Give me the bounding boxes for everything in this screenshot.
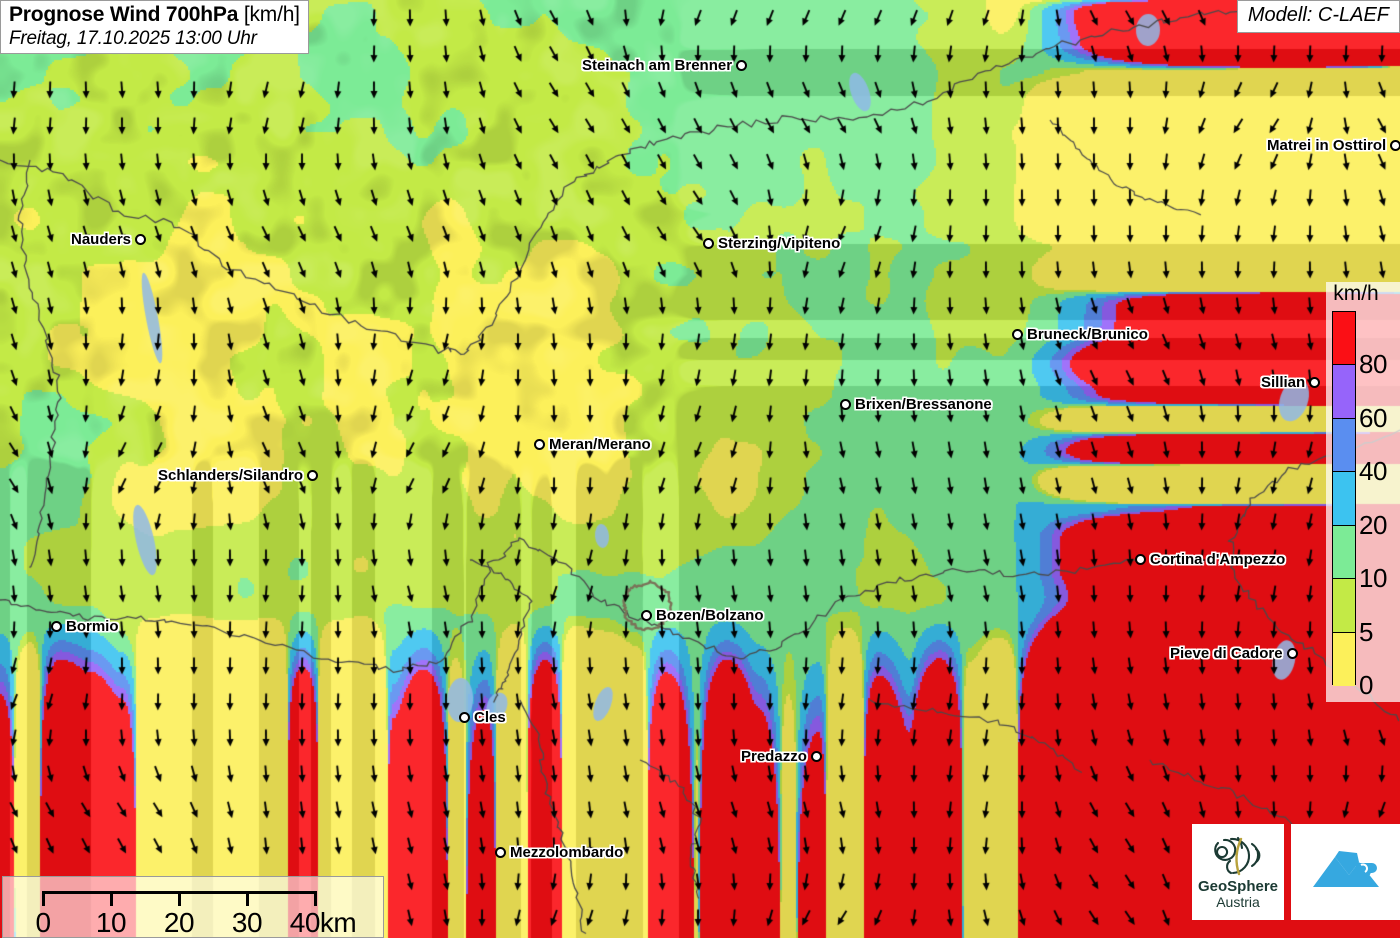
scale-label: 30 <box>231 907 263 938</box>
geosphere-country: Austria <box>1216 893 1260 910</box>
city-marker: Cles <box>459 710 506 725</box>
mountain-cloud-icon <box>1312 851 1379 887</box>
geosphere-austria-logo: GeoSphere Austria <box>1192 824 1284 920</box>
legend-band-40 <box>1333 418 1355 473</box>
city-dot-icon <box>736 60 748 71</box>
city-marker: Brixen/Bressanone <box>840 397 992 412</box>
city-marker: Schlanders/Silandro <box>158 467 319 484</box>
scale-bar: 0 10 20 30 40km <box>2 876 384 938</box>
city-dot-icon <box>307 470 319 481</box>
city-label: Brixen/Bressanone <box>855 396 992 413</box>
city-marker: Bormio <box>51 619 119 634</box>
city-label: Mezzolombardo <box>510 844 624 861</box>
city-label: Pieve di Cadore <box>1170 645 1283 662</box>
title-main-text: Prognose Wind 700hPa <box>9 3 239 26</box>
city-marker: Nauders <box>71 231 147 248</box>
city-marker: Matrei in Osttirol <box>1267 138 1400 153</box>
legend-tick-10: 10 <box>1359 563 1387 594</box>
city-dot-icon <box>51 621 62 632</box>
title-unit-text: [km/h] <box>243 3 300 26</box>
city-marker: Mezzolombardo <box>495 845 623 860</box>
scale-tick <box>110 891 113 906</box>
city-dot-icon <box>641 610 652 621</box>
color-legend: km/h 80 60 40 20 10 5 0 <box>1326 282 1400 702</box>
legend-band-60 <box>1333 365 1355 419</box>
scale-tick <box>42 891 45 906</box>
city-label: Bozen/Bolzano <box>656 607 764 624</box>
legend-tick-0: 0 <box>1359 670 1373 700</box>
city-label: Nauders <box>71 231 132 248</box>
city-marker: Cortina d'Ampezzo <box>1135 552 1285 567</box>
scale-tick <box>246 891 249 906</box>
legend-tick-20: 20 <box>1359 509 1387 540</box>
city-dot-icon <box>1012 329 1023 340</box>
city-marker: Sillian <box>1261 374 1321 391</box>
city-dot-icon <box>1135 554 1146 565</box>
city-label: Sillian <box>1261 374 1306 391</box>
city-marker: Bruneck/Brunico <box>1012 327 1148 342</box>
scale-label: 10 <box>95 907 127 938</box>
legend-band-80 <box>1333 312 1355 366</box>
city-label: Matrei in Osttirol <box>1267 137 1387 154</box>
model-label-box: Modell: C-LAEF <box>1236 0 1400 33</box>
city-dot-icon <box>534 439 545 450</box>
legend-band-20 <box>1333 472 1355 526</box>
legend-tick-5: 5 <box>1359 616 1373 647</box>
legend-tick-40: 40 <box>1359 456 1387 487</box>
scale-label: 40km <box>289 907 357 938</box>
legend-band-0 <box>1333 632 1355 686</box>
city-label: Steinach am Brenner <box>582 57 733 74</box>
scale-tick <box>178 891 181 906</box>
city-label: Schlanders/Silandro <box>158 467 304 484</box>
city-label: Meran/Merano <box>549 436 651 453</box>
city-label: Predazzo <box>741 748 807 765</box>
city-dot-icon <box>810 751 822 762</box>
city-dot-icon <box>703 238 714 249</box>
city-label: Bormio <box>66 618 119 635</box>
legend-tick-80: 80 <box>1359 349 1387 380</box>
scale-tick <box>314 891 317 906</box>
city-dot-icon <box>1286 648 1298 659</box>
city-dot-icon <box>459 712 470 723</box>
legend-tick-60: 60 <box>1359 402 1387 433</box>
legend-color-bar <box>1332 311 1356 686</box>
city-dot-icon <box>495 847 506 858</box>
secondary-logo <box>1291 824 1400 920</box>
city-dot-icon <box>1390 140 1400 151</box>
city-label: Cortina d'Ampezzo <box>1150 551 1286 568</box>
geosphere-name: GeoSphere <box>1197 877 1279 895</box>
scale-label: 0 <box>35 907 51 938</box>
page-title: Prognose Wind 700hPa [km/h] <box>9 3 300 28</box>
scale-label: 20 <box>163 907 195 938</box>
legend-band-10 <box>1333 525 1355 580</box>
forecast-timestamp: Freitag, 17.10.2025 13:00 Uhr <box>9 27 257 49</box>
map-title-box: Prognose Wind 700hPa [km/h] Freitag, 17.… <box>0 0 309 55</box>
city-dot-icon <box>1309 377 1321 388</box>
city-marker: Bozen/Bolzano <box>641 608 764 623</box>
city-marker: Pieve di Cadore <box>1170 646 1298 661</box>
city-label: Cles <box>474 709 506 726</box>
city-marker: Predazzo <box>741 749 822 764</box>
geosphere-swirl-icon <box>1214 836 1261 875</box>
city-marker: Sterzing/Vipiteno <box>703 236 840 251</box>
city-label: Bruneck/Brunico <box>1027 326 1148 343</box>
city-dot-icon <box>840 399 851 410</box>
city-label: Sterzing/Vipiteno <box>718 235 841 252</box>
legend-unit-label: km/h <box>1333 282 1379 305</box>
city-marker: Steinach am Brenner <box>582 57 748 74</box>
legend-band-5 <box>1333 579 1355 633</box>
city-dot-icon <box>135 234 147 245</box>
city-marker: Meran/Merano <box>534 437 651 452</box>
